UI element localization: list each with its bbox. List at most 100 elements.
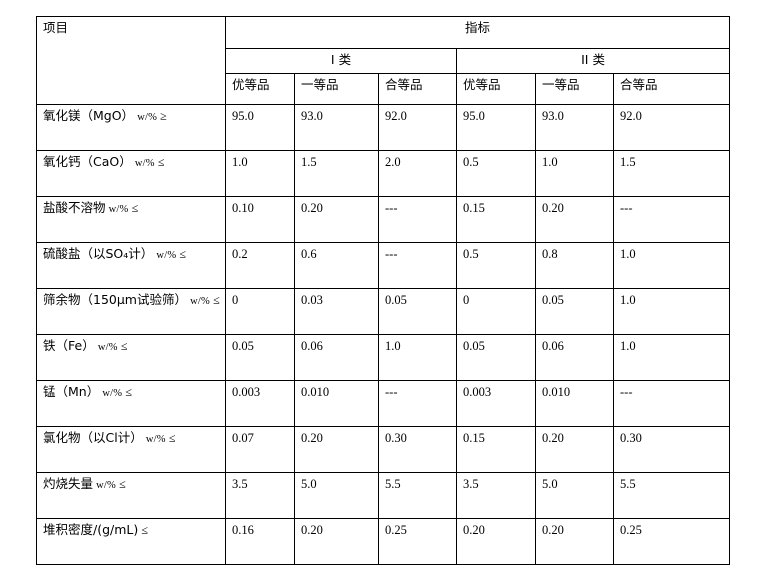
cell-value: 0.16 [232, 523, 254, 537]
cell-value: 0.5 [463, 155, 479, 169]
cell-value: 0.05 [232, 339, 254, 353]
table-cell: 0.15 [456, 196, 536, 243]
row-label-unit: w/% [145, 434, 166, 445]
table-cell: --- [378, 242, 457, 289]
cell-value: 0.05 [385, 293, 407, 307]
table-cell: 0.010 [535, 380, 614, 427]
cell-value: 0.30 [620, 431, 642, 445]
table-cell: 93.0 [535, 104, 614, 151]
row-label-comparator: ≤ [125, 385, 132, 399]
row-label-name: 锰（Mn） [43, 384, 100, 399]
table-row: 筛余物（150μm试验筛） w/% ≤ 0 0.03 0.05 0 0.05 1… [36, 288, 731, 335]
cell-value: 0.20 [542, 523, 564, 537]
row-label-name: 堆积密度/(g/mL) [43, 522, 139, 537]
table-cell: 0.20 [535, 196, 614, 243]
cell-value: 0.25 [385, 523, 407, 537]
class-2-label: II 类 [581, 52, 605, 67]
table-row: 氧化镁（MgO） w/% ≥ 95.0 93.0 92.0 95.0 93.0 … [36, 104, 731, 151]
cell-value: 5.0 [542, 477, 558, 491]
cell-value: 93.0 [542, 109, 564, 123]
table-header-row-class: I 类 II 类 [37, 48, 731, 74]
table-row: 铁（Fe） w/% ≤ 0.05 0.06 1.0 0.05 0.06 1.0 [36, 334, 731, 381]
row-label-unit: w/% [156, 250, 177, 261]
row-label-comparator: ≤ [213, 293, 220, 307]
table-row: 氯化物（以Cl计） w/% ≤ 0.07 0.20 0.30 0.15 0.20… [36, 426, 731, 473]
cell-value: 0 [232, 293, 239, 307]
cell-value: 1.0 [385, 339, 401, 353]
header-cell-grade-4: 优等品 [456, 73, 536, 105]
cell-value: 1.0 [620, 339, 636, 353]
table-cell: 92.0 [378, 104, 457, 151]
cell-value: 0.003 [232, 385, 261, 399]
table-header-row-indicator: 项目 指标 [36, 16, 731, 105]
table-row: 硫酸盐（以SO₄计） w/% ≤ 0.2 0.6 --- 0.5 0.8 1.0 [36, 242, 731, 289]
table-cell: 5.0 [535, 472, 614, 519]
cell-value: 0.03 [301, 293, 323, 307]
cell-value: 0.05 [542, 293, 564, 307]
row-label-unit: w/% [134, 158, 155, 169]
row-label-name: 氯化物（以Cl计） [43, 430, 143, 445]
table-cell: 1.0 [378, 334, 457, 381]
cell-value: 0 [463, 293, 470, 307]
row-label-cell: 灼烧失量 w/% ≤ [36, 472, 226, 519]
table-cell: 1.0 [612, 334, 731, 381]
row-label-cell: 盐酸不溶物 w/% ≤ [36, 196, 226, 243]
table-cell: 0.2 [225, 242, 295, 289]
table-cell: 0 [225, 288, 295, 335]
cell-value: 5.5 [620, 477, 636, 491]
cell-value: 0.20 [542, 431, 564, 445]
header-cell-grade-1: 优等品 [225, 73, 295, 105]
cell-value: 95.0 [463, 109, 485, 123]
specification-table: 项目 指标 I 类 II 类 优等品 一等品 [36, 16, 731, 565]
header-cell-grade-5: 一等品 [535, 73, 614, 105]
header-cell-grade-3: 合等品 [378, 73, 457, 105]
row-label-name: 灼烧失量 [43, 476, 94, 491]
grade-label: 优等品 [463, 77, 501, 92]
table-cell: 0.5 [456, 150, 536, 197]
cell-value: --- [385, 247, 398, 261]
cell-value: 1.0 [620, 293, 636, 307]
header-cell-item: 项目 [36, 16, 226, 105]
table-cell: --- [612, 196, 731, 243]
header-cell-class-2: II 类 [455, 48, 731, 74]
table-cell: 0 [456, 288, 536, 335]
table-cell: 3.5 [225, 472, 295, 519]
cell-value: 0.10 [232, 201, 254, 215]
cell-value: --- [385, 385, 398, 399]
cell-value: 0.2 [232, 247, 248, 261]
cell-value: 0.8 [542, 247, 558, 261]
table-cell: 0.6 [294, 242, 379, 289]
row-label-comparator: ≤ [179, 247, 186, 261]
grade-label: 优等品 [232, 77, 270, 92]
table-cell: 1.0 [225, 150, 295, 197]
table-cell: 0.5 [456, 242, 536, 289]
row-label-name: 铁（Fe） [43, 338, 95, 353]
table-cell: 0.20 [294, 426, 379, 473]
table-row: 氧化钙（CaO） w/% ≤ 1.0 1.5 2.0 0.5 1.0 1.5 [36, 150, 731, 197]
document-page: 项目 指标 I 类 II 类 优等品 一等品 [36, 16, 731, 565]
table-cell: 0.06 [294, 334, 379, 381]
table-cell: 1.0 [612, 288, 731, 335]
table-cell: 95.0 [225, 104, 295, 151]
row-label-unit: w/% [108, 204, 129, 215]
cell-value: 0.30 [385, 431, 407, 445]
table-cell: 0.05 [225, 334, 295, 381]
table-cell: 3.5 [456, 472, 536, 519]
cell-value: 0.010 [301, 385, 330, 399]
table-cell: 0.30 [612, 426, 731, 473]
cell-value: 1.0 [620, 247, 636, 261]
cell-value: 1.0 [232, 155, 248, 169]
cell-value: 0.20 [542, 201, 564, 215]
header-cell-indicator: 指标 [224, 16, 731, 49]
cell-value: 5.5 [385, 477, 401, 491]
table-cell: 0.10 [225, 196, 295, 243]
cell-value: 92.0 [620, 109, 642, 123]
cell-value: 0.25 [620, 523, 642, 537]
table-cell: 1.5 [294, 150, 379, 197]
row-label-unit: w/% [96, 480, 116, 491]
cell-value: 0.6 [301, 247, 317, 261]
table-cell: 0.010 [294, 380, 379, 427]
indicator-header-label: 指标 [465, 20, 491, 35]
table-cell: 0.8 [535, 242, 614, 289]
cell-value: --- [385, 201, 398, 215]
